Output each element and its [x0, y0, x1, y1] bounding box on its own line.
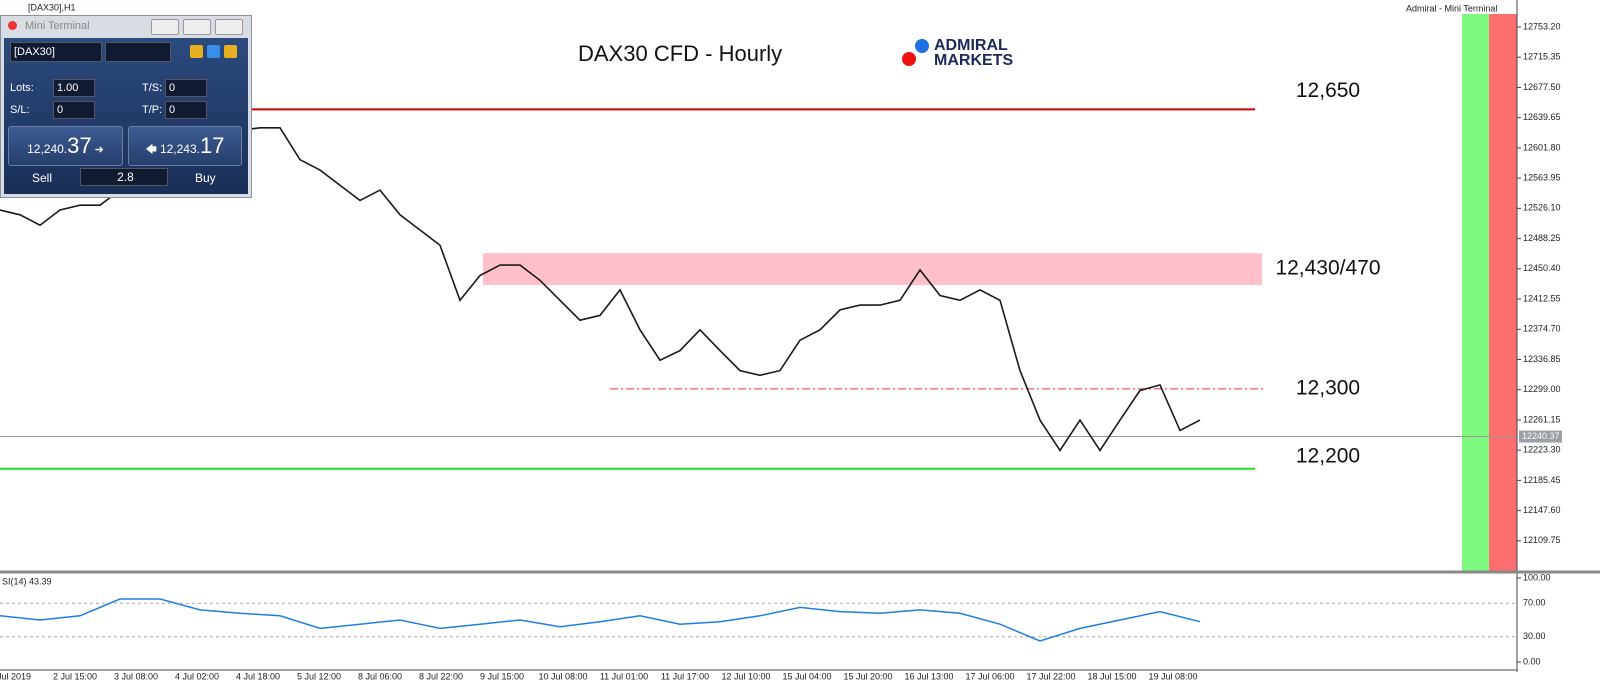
y-tick-label: 12109.75 — [1523, 535, 1561, 545]
x-tick-label: 4 Jul 18:00 — [236, 671, 280, 681]
sell-price-button[interactable]: 12,240.37 ➜ — [8, 126, 123, 166]
y-tick-label: 12639.65 — [1523, 112, 1561, 122]
buy-button[interactable]: Buy — [195, 171, 216, 185]
x-tick-label: 17 Jul 06:00 — [965, 671, 1014, 681]
tp-input[interactable]: 0 — [165, 101, 207, 119]
y-tick-label: 12677.50 — [1523, 82, 1561, 92]
brand: ADMIRAL — [934, 37, 1008, 54]
y-tick-label: 12753.20 — [1523, 21, 1561, 31]
label: S/L: — [10, 104, 30, 116]
level-label: 12,650 — [1296, 79, 1360, 102]
y-tick-label: 12526.10 — [1523, 203, 1561, 213]
price-pips: 37 — [67, 133, 92, 158]
x-tick-label: 8 Jul 06:00 — [358, 671, 402, 681]
rsi-title: SI(14) 43.39 — [2, 576, 52, 586]
y-tick-label: 12488.25 — [1523, 233, 1561, 243]
x-tick-label: 18 Jul 15:00 — [1087, 671, 1136, 681]
x-tick-label: 12 Jul 10:00 — [721, 671, 770, 681]
terminal-body: [DAX30] Lots: 1.00 T/S: 0 S/L: 0 T/P: 0 … — [4, 38, 248, 194]
maximize-button[interactable] — [183, 19, 211, 35]
symbol-select[interactable]: [DAX30] — [10, 42, 102, 62]
x-tick-label: 3 Jul 08:00 — [114, 671, 158, 681]
icon — [8, 21, 17, 30]
x-tick-label: 19 Jul 08:00 — [1148, 671, 1197, 681]
current-price-label: 12240.37 — [1522, 431, 1560, 441]
x-tick-label: 15 Jul 20:00 — [843, 671, 892, 681]
x-tick-label: Jul 2019 — [0, 671, 31, 681]
x-tick-label: 4 Jul 02:00 — [175, 671, 219, 681]
level-label: 12,300 — [1296, 376, 1360, 399]
y-tick-label: 30.00 — [1523, 631, 1546, 641]
y-tick-label: 12223.30 — [1523, 445, 1561, 455]
label: Lots: — [10, 82, 34, 94]
title-bar: Mini Terminal — [1, 16, 251, 36]
x-tick-label: 17 Jul 22:00 — [1026, 671, 1075, 681]
window-title: Mini Terminal — [25, 20, 90, 32]
y-tick-label: 12336.85 — [1523, 354, 1561, 364]
y-tick-label: 12715.35 — [1523, 52, 1561, 62]
sl-input[interactable]: 0 — [53, 101, 95, 119]
y-tick-label: 12374.70 — [1523, 324, 1561, 334]
current-price-box — [1519, 430, 1562, 443]
chart-title: DAX30 CFD - Hourly — [578, 41, 782, 66]
x-tick-label: 10 Jul 08:00 — [538, 671, 587, 681]
x-tick-label: 11 Jul 17:00 — [661, 671, 709, 681]
y-tick-label: 12450.40 — [1523, 263, 1561, 273]
resistance-zone — [483, 253, 1262, 286]
x-tick-label: 9 Jul 15:00 — [480, 671, 524, 681]
y-tick-label: 12412.55 — [1523, 293, 1561, 303]
icon-button[interactable] — [190, 45, 203, 58]
symbol-input[interactable] — [105, 42, 171, 62]
minimize-button[interactable] — [151, 19, 179, 35]
logo-dot — [902, 52, 916, 66]
x-tick-label: 5 Jul 12:00 — [297, 671, 341, 681]
sell-button[interactable]: Sell — [32, 171, 53, 185]
x-tick-label: 2 Jul 15:00 — [53, 671, 97, 681]
y-tick-label: 100.00 — [1523, 572, 1551, 582]
spread: 2.8 — [80, 168, 168, 186]
brand: MARKETS — [934, 52, 1013, 69]
x-tick-label: 16 Jul 13:00 — [904, 671, 953, 681]
y-tick-label: 12147.60 — [1523, 505, 1561, 515]
y-tick-label: 12261.15 — [1523, 414, 1561, 424]
tab-title: [DAX30],H1 — [28, 2, 76, 12]
y-tick-label: 12185.45 — [1523, 475, 1561, 485]
buy-price-button[interactable]: 🡄 12,243.17 — [128, 126, 242, 166]
x-tick-label: 11 Jul 01:00 — [600, 671, 648, 681]
close-button[interactable] — [215, 19, 243, 35]
icon-button[interactable] — [224, 45, 237, 58]
zone-label: 12,430/470 — [1275, 257, 1380, 280]
label: T/P: — [142, 104, 163, 116]
level-label: 12,200 — [1296, 444, 1360, 467]
green-strip — [1462, 14, 1489, 571]
price-pips: 17 — [199, 133, 225, 158]
y-tick-label: 0.00 — [1523, 656, 1541, 666]
y-tick-label: 70.00 — [1523, 598, 1546, 608]
lots-input[interactable]: 1.00 — [53, 79, 95, 97]
y-tick-label: 12563.95 — [1523, 173, 1561, 183]
red-strip — [1489, 14, 1517, 571]
y-tick-label: 12601.80 — [1523, 142, 1561, 152]
mini-terminal: Mini Terminal [DAX30] Lots: 1.00 T/S: 0 … — [0, 15, 252, 198]
y-tick-label: 12299.00 — [1523, 384, 1561, 394]
price: 12,243. — [159, 142, 200, 156]
label: T/S: — [142, 82, 163, 94]
x-tick-label: 8 Jul 22:00 — [419, 671, 463, 681]
price: 12,240. — [27, 142, 68, 156]
x-tick-label: 15 Jul 04:00 — [782, 671, 831, 681]
series-line — [0, 598, 1201, 642]
top-right-label: Admiral - Mini Terminal — [1406, 3, 1497, 13]
ts-input[interactable]: 0 — [165, 79, 207, 97]
icon-button[interactable] — [207, 45, 220, 58]
logo-dot — [915, 39, 929, 53]
